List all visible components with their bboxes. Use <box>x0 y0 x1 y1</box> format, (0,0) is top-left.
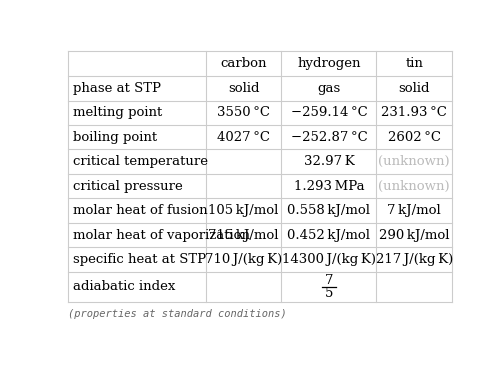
Text: molar heat of fusion: molar heat of fusion <box>73 204 208 217</box>
Text: specific heat at STP: specific heat at STP <box>73 253 206 266</box>
Text: 4027 °C: 4027 °C <box>217 131 270 144</box>
Text: (unknown): (unknown) <box>378 180 450 193</box>
Text: 14300 J/(kg K): 14300 J/(kg K) <box>282 253 376 266</box>
Text: gas: gas <box>318 82 340 95</box>
Text: 0.558 kJ/mol: 0.558 kJ/mol <box>288 204 370 217</box>
Text: −252.87 °C: −252.87 °C <box>290 131 368 144</box>
Text: 290 kJ/mol: 290 kJ/mol <box>379 228 450 242</box>
Text: 105 kJ/mol: 105 kJ/mol <box>208 204 279 217</box>
Text: 32.97 K: 32.97 K <box>304 155 354 168</box>
Text: 1.293 MPa: 1.293 MPa <box>294 180 364 193</box>
Text: 715 kJ/mol: 715 kJ/mol <box>208 228 279 242</box>
Text: hydrogen: hydrogen <box>297 57 360 70</box>
Text: adiabatic index: adiabatic index <box>73 280 176 293</box>
Text: carbon: carbon <box>220 57 267 70</box>
Text: phase at STP: phase at STP <box>73 82 161 95</box>
Text: 5: 5 <box>324 286 333 300</box>
Text: tin: tin <box>405 57 423 70</box>
Text: solid: solid <box>398 82 430 95</box>
Text: 7 kJ/mol: 7 kJ/mol <box>388 204 441 217</box>
Text: 0.452 kJ/mol: 0.452 kJ/mol <box>288 228 370 242</box>
Text: critical temperature: critical temperature <box>73 155 208 168</box>
Text: 231.93 °C: 231.93 °C <box>381 106 447 119</box>
Text: (properties at standard conditions): (properties at standard conditions) <box>68 309 287 319</box>
Text: 2602 °C: 2602 °C <box>388 131 440 144</box>
Text: critical pressure: critical pressure <box>73 180 182 193</box>
Text: −259.14 °C: −259.14 °C <box>290 106 368 119</box>
Text: (unknown): (unknown) <box>378 155 450 168</box>
Text: boiling point: boiling point <box>73 131 157 144</box>
Text: 217 J/(kg K): 217 J/(kg K) <box>376 253 453 266</box>
Text: 7: 7 <box>324 274 333 287</box>
Text: melting point: melting point <box>73 106 162 119</box>
Text: 3550 °C: 3550 °C <box>217 106 270 119</box>
Text: 710 J/(kg K): 710 J/(kg K) <box>205 253 282 266</box>
Text: molar heat of vaporization: molar heat of vaporization <box>73 228 250 242</box>
Text: solid: solid <box>228 82 260 95</box>
